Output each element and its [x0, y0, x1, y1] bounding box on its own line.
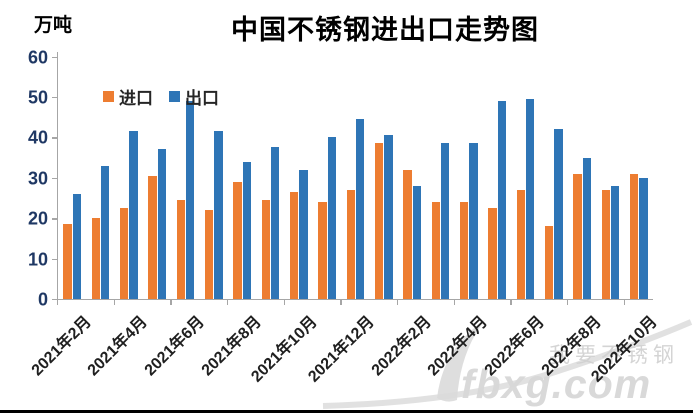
bar-export: [384, 135, 393, 299]
x-axis-tick-mark: [453, 300, 456, 305]
legend: 进口 出口: [103, 84, 219, 109]
bar-export: [469, 143, 478, 299]
x-axis-tick-label: 2021年6月: [141, 313, 208, 380]
bar-import: [431, 202, 441, 299]
bar-import: [346, 189, 356, 299]
bar-import: [403, 169, 412, 299]
x-axis-tick-mark: [340, 300, 342, 305]
chart-title: 中国不锈钢进出口走势图: [231, 15, 539, 45]
bar-import: [176, 199, 186, 299]
y-axis-tick-mark: [52, 96, 57, 99]
legend-item-import: 进口: [103, 84, 153, 109]
x-axis-tick-mark: [113, 300, 116, 305]
bar-export: [582, 157, 592, 299]
bar-import: [516, 189, 526, 299]
y-axis-unit-label: 万吨: [34, 15, 73, 36]
y-axis-tick-label: 20: [27, 208, 48, 229]
x-axis-tick-label: 2021年4月: [84, 313, 152, 380]
y-axis-tick-label: 40: [27, 127, 48, 148]
bar-import: [289, 191, 299, 299]
x-axis-tick-mark: [567, 300, 569, 305]
x-axis-tick-mark: [623, 300, 626, 305]
x-axis-tick-mark: [510, 300, 512, 305]
y-axis-tick-mark: [52, 137, 57, 139]
bar-export: [554, 129, 563, 299]
y-axis-tick-label: 50: [27, 87, 48, 108]
bar-import: [459, 202, 469, 299]
legend-swatch-icon: [169, 91, 180, 102]
watermark: 我要不锈钢 fbxg.com: [322, 319, 693, 409]
bar-export: [610, 185, 620, 299]
bar-export: [525, 98, 535, 299]
bar-export: [157, 149, 167, 299]
bar-import: [601, 189, 611, 299]
x-axis-tick-mark: [57, 300, 59, 305]
bar-import: [63, 224, 72, 299]
bar-export: [72, 193, 82, 299]
bar-import: [119, 208, 129, 299]
bar-import: [233, 181, 242, 299]
x-axis-tick-mark: [397, 300, 399, 305]
watermark-slogan: 我要不锈钢: [549, 344, 679, 367]
y-axis-tick-label: 0: [37, 289, 48, 310]
bar-import: [261, 199, 271, 299]
legend-item-label: 出口: [185, 89, 219, 108]
bar-export: [355, 119, 365, 299]
bar-export: [242, 161, 252, 299]
y-axis-tick-mark: [52, 299, 57, 301]
x-axis-tick-label: 2021年2月: [28, 313, 95, 380]
x-axis-tick-mark: [283, 300, 286, 305]
bar-export: [639, 177, 648, 299]
watermark-logo-leaf-icon: [437, 320, 485, 402]
y-axis-tick-mark: [52, 218, 57, 220]
bar-export: [497, 100, 507, 299]
y-axis-tick-mark: [52, 56, 57, 58]
bar-export: [412, 185, 422, 299]
x-axis-tick-mark: [227, 300, 229, 305]
bar-import: [573, 173, 582, 299]
y-axis-tick-mark: [52, 177, 57, 180]
bar-export: [214, 131, 223, 299]
legend-item-label: 进口: [119, 89, 153, 108]
bar-export: [327, 137, 337, 299]
bar-import: [91, 218, 101, 299]
watermark-site-text: fbxg.com: [461, 361, 651, 407]
y-axis-line: [57, 52, 59, 300]
x-axis-line: [57, 299, 653, 301]
bar-export: [129, 131, 138, 299]
bar-export: [100, 165, 110, 299]
y-axis-tick-mark: [52, 258, 57, 260]
legend-swatch-icon: [103, 91, 114, 102]
bar-import: [374, 143, 384, 299]
legend-item-export: 出口: [169, 84, 219, 109]
x-axis-tick-mark: [170, 300, 172, 305]
bar-export: [299, 169, 308, 299]
bar-export: [185, 100, 195, 299]
bar-import: [318, 202, 327, 299]
watermark-swoosh-icon: [322, 319, 693, 409]
bar-import: [204, 210, 214, 299]
bar-import: [148, 175, 157, 299]
y-axis-tick-label: 60: [27, 47, 48, 67]
y-axis-tick-label: 30: [27, 168, 48, 189]
bottom-border-line: [0, 410, 693, 413]
bar-import: [488, 208, 497, 299]
y-axis-tick-label: 10: [27, 249, 48, 270]
bar-import: [629, 173, 639, 299]
bar-export: [440, 143, 450, 299]
bar-import: [544, 226, 554, 299]
bar-export: [270, 147, 280, 299]
